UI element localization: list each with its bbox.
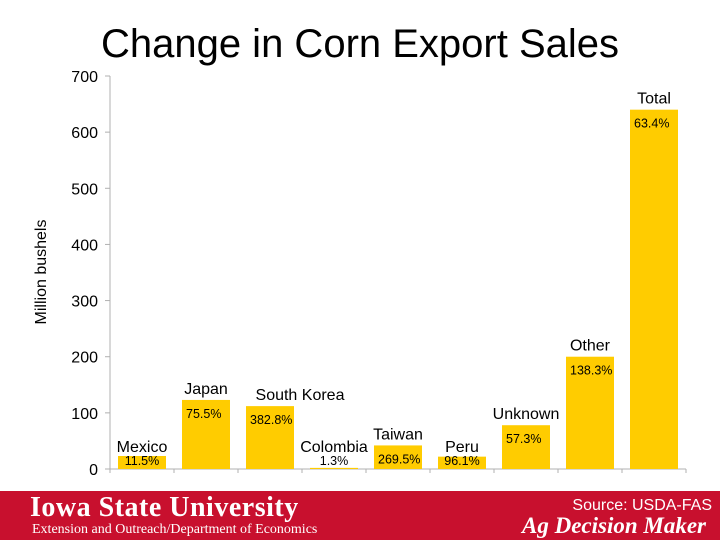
y-tick-label: 200 bbox=[71, 350, 98, 367]
bar bbox=[502, 425, 550, 469]
category-label-box bbox=[253, 385, 347, 405]
bar-chart: 0 100 200 300 400 500 600 700 11.5%Mexico 75.5% J… bbox=[33, 69, 687, 479]
university-logo: Iowa State University bbox=[30, 492, 299, 523]
bar bbox=[566, 356, 614, 469]
y-tick-label: 300 bbox=[71, 294, 98, 311]
y-tick-label: 100 bbox=[71, 406, 98, 423]
footer-bar: Iowa State University Extension and Outr… bbox=[0, 491, 720, 540]
pct-change-label: 138.3% bbox=[570, 364, 612, 378]
category-label: Peru bbox=[445, 439, 479, 456]
category-label: Japan bbox=[184, 381, 228, 398]
pct-change-label: 11.5% bbox=[125, 454, 160, 468]
brand-logo: Ag Decision Maker bbox=[522, 513, 706, 538]
category-label: Other bbox=[570, 338, 611, 355]
category-label: Mexico bbox=[117, 439, 168, 456]
source-text: Source: USDA-FAS bbox=[572, 497, 712, 514]
pct-change-label: 96.1% bbox=[444, 454, 479, 468]
pct-change-label: 63.4% bbox=[634, 117, 669, 131]
y-tick-label: 0 bbox=[89, 462, 98, 479]
category-label-box bbox=[635, 88, 673, 108]
category-label-box bbox=[490, 404, 562, 424]
bar bbox=[438, 456, 486, 469]
category-label-box bbox=[567, 335, 613, 355]
category-label: South Korea bbox=[256, 387, 345, 404]
category-label-box bbox=[298, 437, 370, 456]
bar bbox=[182, 399, 230, 469]
category-label-box bbox=[443, 437, 481, 456]
pct-change-label: 269.5% bbox=[378, 452, 420, 466]
y-tick-label: 400 bbox=[71, 237, 98, 254]
category-label-box bbox=[182, 378, 230, 398]
category-label: Total bbox=[637, 91, 671, 108]
y-axis-label: Million bushels bbox=[33, 220, 50, 325]
bar bbox=[630, 109, 678, 469]
pct-change-label: 75.5% bbox=[186, 407, 221, 421]
pct-change-label: 382.8% bbox=[250, 413, 292, 427]
category-label: Unknown bbox=[493, 406, 560, 423]
pct-change-label: 57.3% bbox=[506, 432, 541, 446]
bar bbox=[246, 406, 294, 469]
chart-title: Change in Corn Export Sales bbox=[100, 22, 620, 66]
bar bbox=[310, 467, 358, 469]
department-text: Extension and Outreach/Department of Eco… bbox=[32, 522, 318, 537]
category-label-box bbox=[114, 437, 170, 456]
bar bbox=[374, 445, 422, 469]
pct-change-label: 1.3% bbox=[320, 454, 349, 468]
category-label: Colombia bbox=[300, 439, 368, 456]
y-tick-label: 600 bbox=[71, 125, 98, 142]
y-tick-label: 700 bbox=[71, 69, 98, 86]
bar bbox=[118, 454, 166, 469]
category-label-box bbox=[371, 424, 425, 444]
y-tick-label: 500 bbox=[71, 181, 98, 198]
category-label: Taiwan bbox=[373, 426, 423, 443]
